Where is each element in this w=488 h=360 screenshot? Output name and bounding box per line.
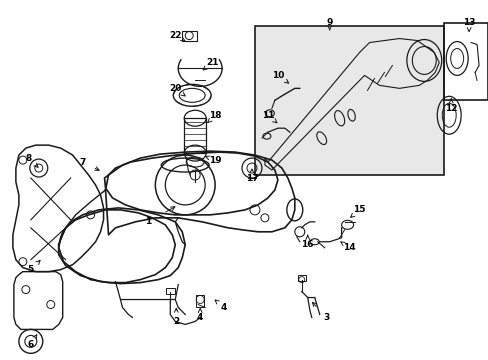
Bar: [443, 23, 487, 100]
Text: 9: 9: [326, 18, 332, 27]
Bar: [166, 288, 175, 293]
Text: 11: 11: [261, 111, 274, 120]
Text: 14: 14: [343, 243, 355, 252]
Bar: [182, 31, 197, 41]
Bar: [184, 118, 206, 153]
Text: 12: 12: [444, 104, 456, 113]
Text: 19: 19: [208, 156, 221, 165]
Bar: [196, 294, 203, 306]
Text: 16: 16: [301, 240, 313, 249]
Text: 10: 10: [271, 71, 284, 80]
Text: 6: 6: [28, 340, 34, 349]
Text: 4: 4: [197, 313, 203, 322]
Text: 5: 5: [28, 265, 34, 274]
Text: 18: 18: [208, 111, 221, 120]
Text: 1: 1: [145, 217, 151, 226]
Text: 22: 22: [169, 31, 181, 40]
Text: 2: 2: [173, 317, 179, 326]
Bar: [297, 275, 305, 280]
Text: 21: 21: [205, 58, 218, 67]
Text: 13: 13: [462, 18, 474, 27]
Text: 8: 8: [26, 154, 32, 163]
Text: 4: 4: [221, 303, 227, 312]
Text: 17: 17: [245, 174, 258, 183]
Text: 3: 3: [323, 313, 329, 322]
Text: 15: 15: [353, 206, 365, 215]
Bar: [254, 26, 443, 175]
Text: 7: 7: [79, 158, 85, 167]
Text: 20: 20: [169, 84, 181, 93]
